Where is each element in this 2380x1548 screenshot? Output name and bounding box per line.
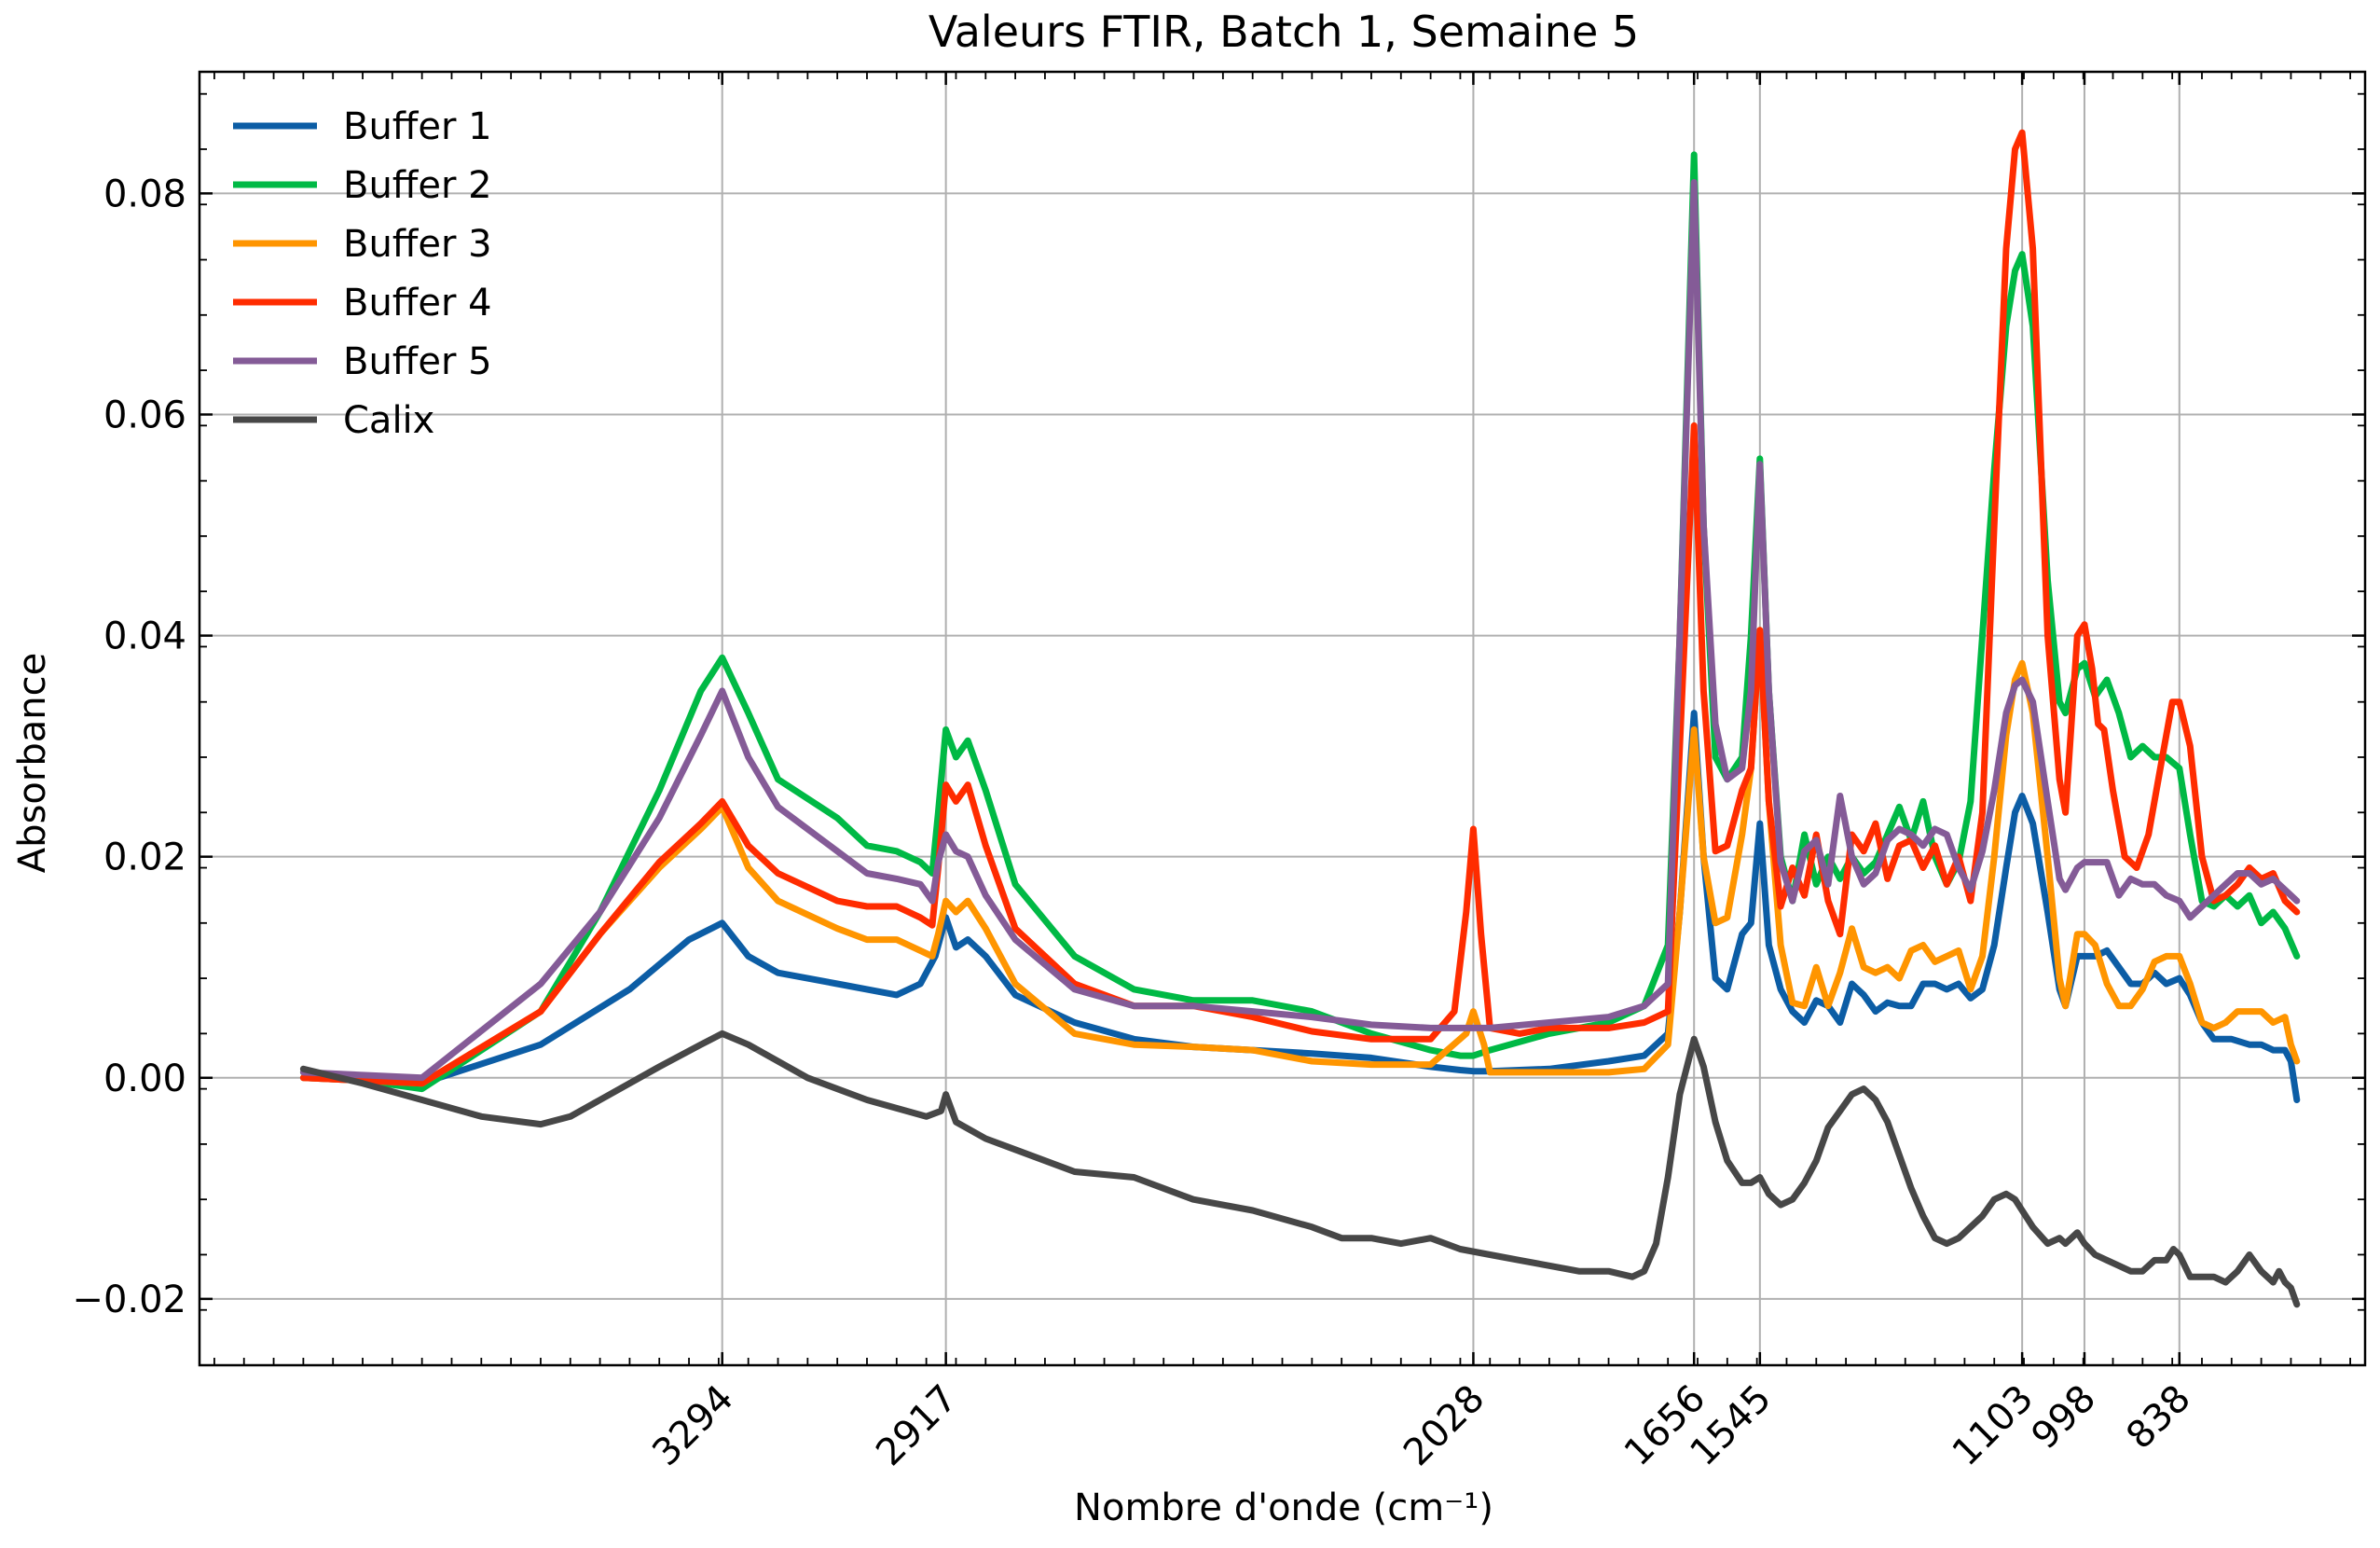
y-tick-label: −0.02 — [72, 1278, 186, 1321]
series-layer — [299, 129, 2301, 1308]
series-line-buffer-1 — [299, 710, 2301, 1103]
y-tick-label: 0.06 — [103, 394, 186, 436]
series-line-buffer-3 — [299, 627, 2301, 1087]
y-tick-label: 0.08 — [103, 173, 186, 215]
legend-label-buffer-4: Buffer 4 — [343, 282, 492, 325]
series-line-buffer-5 — [299, 179, 2301, 1082]
legend-label-calix: Calix — [343, 399, 434, 442]
legend-label-buffer-3: Buffer 3 — [343, 223, 492, 266]
chart-title: Valeurs FTIR, Batch 1, Semaine 5 — [929, 7, 1639, 57]
y-tick-label: 0.04 — [103, 615, 186, 658]
legend-label-buffer-2: Buffer 2 — [343, 164, 492, 207]
legend-label-buffer-1: Buffer 1 — [343, 105, 492, 148]
legend-label-buffer-5: Buffer 5 — [343, 340, 492, 383]
y-tick-label: 0.00 — [103, 1057, 186, 1100]
x-axis-label: Nombre d'onde (cm⁻¹) — [1074, 1486, 1493, 1529]
legend: Buffer 1 Buffer 2 Buffer 3 Buffer 4 Buffer 5… — [233, 105, 492, 442]
y-axis-label: Absorbance — [11, 653, 54, 873]
series-line-calix — [299, 1030, 2301, 1308]
y-tick-label: 0.02 — [103, 836, 186, 879]
